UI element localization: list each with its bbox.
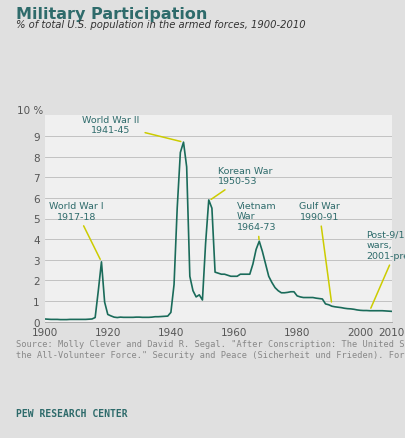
Text: World War I
1917-18: World War I 1917-18 xyxy=(49,202,103,260)
Text: Source: Molly Clever and David R. Segal. "After Conscription: The United States : Source: Molly Clever and David R. Segal.… xyxy=(16,339,405,359)
Text: Post-9/11
wars,
2001-present: Post-9/11 wars, 2001-present xyxy=(366,230,405,308)
Text: Vietnam
War
1964-73: Vietnam War 1964-73 xyxy=(237,201,276,240)
Text: 10 %: 10 % xyxy=(17,106,43,116)
Text: World War II
1941-45: World War II 1941-45 xyxy=(82,115,180,142)
Text: % of total U.S. population in the armed forces, 1900-2010: % of total U.S. population in the armed … xyxy=(16,20,305,30)
Text: Gulf War
1990-91: Gulf War 1990-91 xyxy=(298,202,339,302)
Text: Military Participation: Military Participation xyxy=(16,7,207,21)
Text: PEW RESEARCH CENTER: PEW RESEARCH CENTER xyxy=(16,408,128,418)
Text: Korean War
1950-53: Korean War 1950-53 xyxy=(211,167,272,200)
